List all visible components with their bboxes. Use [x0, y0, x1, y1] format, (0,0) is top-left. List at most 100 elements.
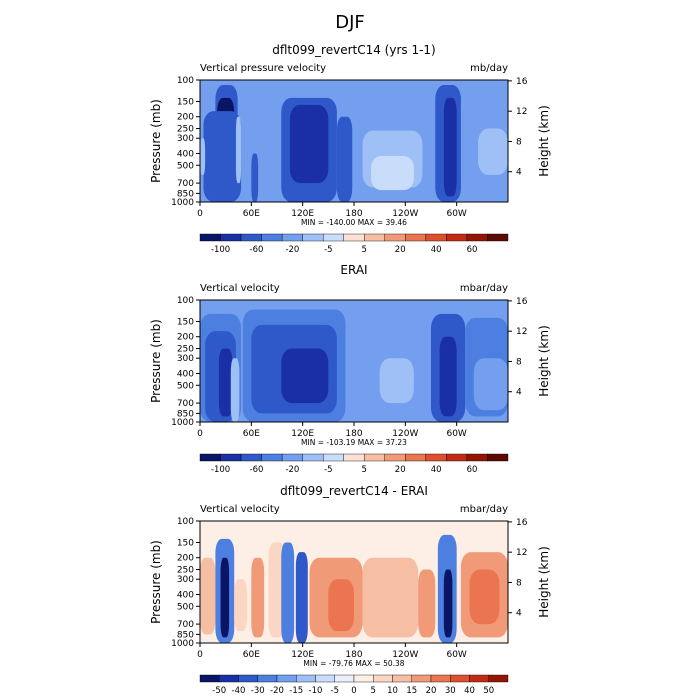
colorbar-swatch — [466, 453, 488, 462]
colorbar-label: 15 — [406, 686, 417, 696]
contour-region — [473, 358, 508, 411]
lon-tick-label: 120E — [291, 650, 314, 660]
min-max-stats: MIN = -79.76 MAX = 50.38 — [303, 659, 404, 668]
colorbar-swatch — [411, 674, 432, 683]
colorbar-swatch — [261, 453, 283, 462]
contour-field — [200, 80, 508, 202]
colorbar-swatch — [240, 453, 262, 462]
lon-tick-label: 180 — [345, 429, 362, 439]
colorbar-swatch — [257, 674, 278, 683]
colorbar-swatch — [343, 233, 365, 242]
height-tick-label: 8 — [516, 578, 522, 588]
height-tick-label: 16 — [516, 77, 528, 87]
colorbar-swatch — [425, 453, 447, 462]
contour-region — [281, 348, 329, 404]
colorbar-swatch — [353, 674, 374, 683]
lon-tick-label: 60W — [446, 209, 466, 219]
colorbar-swatch — [240, 233, 262, 242]
colorbar-swatch — [281, 233, 303, 242]
pressure-tick-label: 1000 — [171, 639, 194, 649]
colorbar-label: -10 — [309, 686, 323, 696]
colorbar-swatch — [315, 674, 335, 683]
lon-tick-label: 120E — [291, 209, 314, 219]
lon-tick-label: 120W — [392, 650, 418, 660]
colorbar-label: -20 — [285, 245, 299, 255]
contour-region — [379, 358, 414, 404]
height-tick-label: 8 — [516, 357, 522, 367]
colorbar-swatch — [199, 674, 220, 683]
contour-region — [469, 569, 500, 625]
contour-field — [200, 521, 508, 643]
colorbar-label: -60 — [250, 245, 264, 255]
contour-region — [418, 569, 436, 638]
pressure-tick-label: 400 — [177, 590, 194, 600]
panel-units-label: mbar/day — [460, 283, 508, 294]
colorbar-swatch — [446, 453, 468, 462]
colorbar-label: -5 — [324, 465, 332, 475]
height-tick-label: 8 — [516, 137, 522, 147]
height-tick-label: 4 — [516, 168, 522, 178]
min-max-stats: MIN = -103.19 MAX = 37.23 — [301, 438, 407, 447]
colorbar-swatch — [220, 453, 242, 462]
pressure-tick-label: 300 — [177, 134, 194, 144]
min-max-stats: MIN = -140.00 MAX = 39.46 — [301, 218, 407, 227]
colorbar-swatch — [199, 453, 221, 462]
panel-variable-label: Vertical velocity — [200, 504, 280, 515]
contour-region — [220, 557, 230, 638]
lon-tick-label: 60E — [243, 429, 260, 439]
pressure-tick-label: 500 — [177, 381, 194, 391]
colorbar-label: 20 — [395, 465, 406, 475]
colorbar-swatch — [425, 233, 447, 242]
colorbar-swatch — [296, 674, 316, 683]
contour-region — [289, 104, 329, 184]
lon-tick-label: 0 — [197, 429, 203, 439]
y-axis-title-right: Height (km) — [537, 546, 551, 617]
colorbar-label: -5 — [324, 245, 332, 255]
colorbar-label: 20 — [395, 245, 406, 255]
pressure-tick-label: 200 — [177, 113, 194, 123]
panel-title: ERAI — [340, 263, 367, 277]
colorbar-swatch — [199, 233, 221, 242]
lon-tick-label: 0 — [197, 650, 203, 660]
colorbar-swatch — [364, 453, 385, 462]
colorbar-swatch — [281, 453, 303, 462]
colorbar-label: 60 — [467, 245, 478, 255]
height-tick-label: 12 — [516, 327, 527, 337]
colorbar-swatch — [392, 674, 412, 683]
colorbar-swatch — [364, 233, 385, 242]
contour-field — [200, 300, 508, 422]
lon-tick-label: 120W — [392, 209, 418, 219]
pressure-tick-label: 100 — [177, 296, 194, 306]
y-axis-title-left: Pressure (mb) — [149, 99, 163, 183]
pressure-tick-label: 150 — [177, 97, 194, 107]
pressure-tick-label: 250 — [177, 125, 194, 135]
pressure-tick-label: 850 — [177, 630, 194, 640]
height-tick-label: 12 — [516, 107, 527, 117]
colorbar-label: -5 — [331, 686, 339, 696]
lon-tick-label: 60E — [243, 209, 260, 219]
colorbar-swatch — [450, 674, 470, 683]
colorbar-label: -20 — [285, 465, 299, 475]
pressure-tick-label: 150 — [177, 317, 194, 327]
colorbar: -100 -60 -20 -5 5 20 40 60 — [199, 453, 509, 475]
panel-title: dflt099_revertC14 - ERAI — [280, 484, 428, 498]
panel-variable-label: Vertical velocity — [200, 283, 280, 294]
panel-1: dflt099_revertC14 (yrs 1-1) Vertical pres… — [149, 43, 551, 255]
pressure-tick-label: 700 — [177, 620, 194, 630]
colorbar: -50 -40 -30 -20 -15 -10 -5 0 5 10 15 20 30 40 50 — [199, 674, 509, 696]
colorbar-swatch — [430, 674, 451, 683]
colorbar-label: 40 — [431, 465, 442, 475]
colorbar-label: 30 — [445, 686, 456, 696]
pressure-tick-label: 200 — [177, 554, 194, 564]
colorbar-swatch — [487, 453, 509, 462]
colorbar-swatch — [446, 233, 468, 242]
colorbar-label: -20 — [270, 686, 284, 696]
figure-title: DJF — [335, 12, 365, 33]
lon-tick-label: 180 — [345, 650, 362, 660]
colorbar-label: 10 — [387, 686, 398, 696]
colorbar: -100 -60 -20 -5 5 20 40 60 — [199, 233, 509, 255]
colorbar-swatch — [373, 674, 393, 683]
contour-region — [336, 116, 353, 202]
colorbar-swatch — [302, 453, 324, 462]
